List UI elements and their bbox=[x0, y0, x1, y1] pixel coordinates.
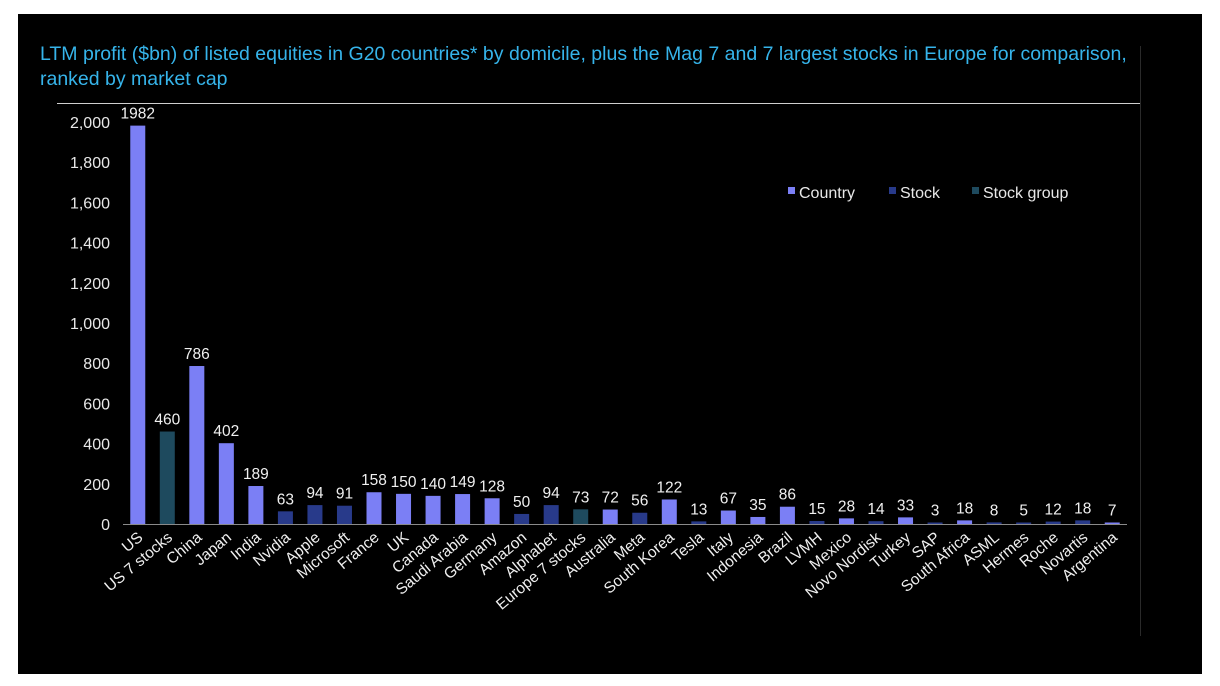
chart-frame bbox=[18, 14, 1202, 674]
data-label: 12 bbox=[1045, 502, 1062, 519]
data-label: 15 bbox=[808, 501, 825, 518]
legend-swatch bbox=[889, 187, 896, 194]
bar bbox=[159, 431, 175, 524]
data-label: 786 bbox=[184, 346, 210, 363]
bar bbox=[720, 510, 736, 524]
y-tick-label: 600 bbox=[83, 396, 110, 413]
data-label: 3 bbox=[931, 503, 940, 520]
y-tick-label: 1,600 bbox=[70, 195, 110, 212]
data-label: 189 bbox=[243, 466, 269, 483]
bar bbox=[632, 512, 648, 524]
bar bbox=[425, 495, 441, 524]
legend-swatch bbox=[788, 187, 795, 194]
bar bbox=[661, 499, 677, 524]
data-label: 402 bbox=[213, 423, 239, 440]
y-tick-label: 1,400 bbox=[70, 236, 110, 253]
y-tick-label: 2,000 bbox=[70, 115, 110, 132]
bar bbox=[130, 125, 146, 525]
y-tick-label: 200 bbox=[83, 477, 110, 494]
data-label: 18 bbox=[1074, 500, 1091, 517]
data-label: 460 bbox=[154, 412, 180, 429]
data-label: 140 bbox=[420, 476, 446, 493]
data-label: 73 bbox=[572, 489, 589, 506]
bar bbox=[809, 520, 825, 524]
data-label: 1982 bbox=[121, 106, 155, 123]
bar bbox=[336, 505, 352, 524]
bar bbox=[218, 443, 234, 524]
data-label: 91 bbox=[336, 486, 353, 503]
legend-label: Stock bbox=[900, 185, 941, 202]
bar bbox=[1075, 520, 1091, 524]
bar bbox=[750, 516, 766, 524]
data-label: 63 bbox=[277, 491, 294, 508]
data-label: 86 bbox=[779, 487, 796, 504]
bar bbox=[779, 506, 795, 524]
y-tick-label: 400 bbox=[83, 437, 110, 454]
chart-title: LTM profit ($bn) of listed equities in G… bbox=[40, 43, 1127, 90]
bar bbox=[868, 521, 884, 524]
legend-label: Country bbox=[799, 185, 855, 202]
data-label: 13 bbox=[690, 501, 707, 518]
bar bbox=[927, 522, 943, 524]
data-label: 18 bbox=[956, 500, 973, 517]
y-tick-label: 1,800 bbox=[70, 155, 110, 172]
data-label: 158 bbox=[361, 472, 387, 489]
data-label: 7 bbox=[1108, 503, 1117, 520]
data-label: 56 bbox=[631, 493, 648, 510]
bar bbox=[898, 517, 914, 524]
data-label: 94 bbox=[306, 485, 324, 502]
bar bbox=[307, 505, 323, 524]
y-tick-label: 1,000 bbox=[70, 316, 110, 333]
bar bbox=[838, 518, 854, 524]
data-label: 14 bbox=[867, 501, 885, 518]
bar bbox=[602, 509, 618, 524]
bar bbox=[366, 492, 382, 524]
title-rule bbox=[57, 103, 1140, 104]
data-label: 149 bbox=[450, 474, 476, 491]
y-tick-label: 0 bbox=[101, 517, 110, 534]
data-label: 35 bbox=[749, 497, 766, 514]
bar bbox=[514, 513, 530, 524]
bar bbox=[1016, 522, 1032, 524]
bar bbox=[986, 522, 1002, 524]
bar bbox=[1045, 521, 1061, 524]
data-label: 50 bbox=[513, 494, 531, 511]
bar bbox=[484, 498, 500, 524]
data-label: 150 bbox=[391, 474, 417, 491]
bar bbox=[573, 509, 589, 524]
data-label: 128 bbox=[479, 478, 505, 495]
data-label: 72 bbox=[602, 490, 619, 507]
bar bbox=[957, 520, 973, 524]
bar bbox=[691, 521, 707, 524]
bar bbox=[455, 494, 471, 524]
data-label: 67 bbox=[720, 491, 737, 508]
bar bbox=[543, 505, 559, 524]
bar bbox=[189, 366, 205, 524]
x-tick-label: Tesla bbox=[669, 529, 708, 566]
bar bbox=[1104, 522, 1120, 524]
data-label: 33 bbox=[897, 497, 914, 514]
bar bbox=[396, 493, 412, 524]
legend-swatch bbox=[972, 187, 979, 194]
y-tick-label: 800 bbox=[83, 356, 110, 373]
bar bbox=[248, 486, 264, 524]
data-label: 94 bbox=[543, 485, 561, 502]
data-label: 28 bbox=[838, 498, 855, 515]
bar bbox=[277, 511, 293, 524]
legend-label: Stock group bbox=[983, 185, 1068, 202]
data-label: 8 bbox=[990, 502, 999, 519]
frame-right-line bbox=[1140, 46, 1141, 636]
data-label: 122 bbox=[656, 479, 682, 496]
data-label: 5 bbox=[1019, 503, 1028, 520]
y-tick-label: 1,200 bbox=[70, 276, 110, 293]
